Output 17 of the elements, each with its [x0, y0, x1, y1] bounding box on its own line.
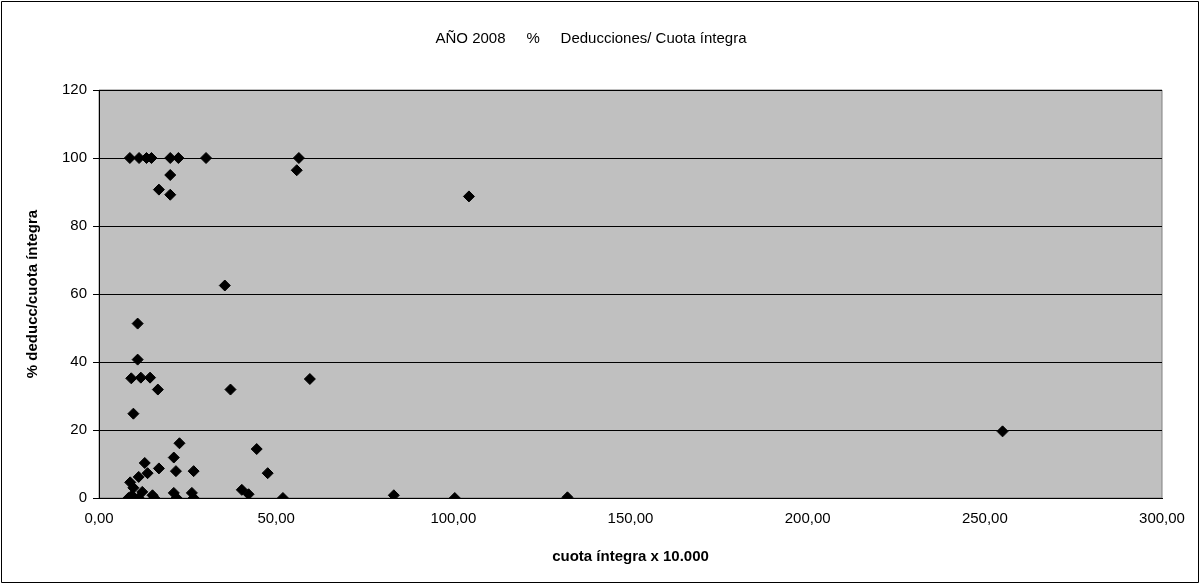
y-tick-label: 40 — [70, 352, 88, 370]
x-tick-label: 300,00 — [1139, 509, 1185, 527]
y-tick-label: 20 — [70, 420, 88, 438]
y-tick-label: 100 — [62, 148, 88, 166]
y-tick-label: 60 — [70, 284, 88, 302]
x-tick-label: 150,00 — [607, 509, 654, 527]
x-tick-label: 0,00 — [84, 509, 114, 527]
chart-title: AÑO 2008 % Deducciones/ Cuota íntegra — [435, 29, 748, 47]
y-axis-title: % deducc/cuota íntegra — [23, 209, 41, 379]
x-axis-title: cuota íntegra x 10.000 — [552, 547, 709, 565]
y-tick-label: 80 — [70, 216, 88, 234]
y-tick-label: 120 — [62, 80, 88, 98]
y-tick-label: 0 — [78, 488, 88, 506]
x-tick-label: 200,00 — [784, 509, 831, 527]
x-tick-label: 100,00 — [430, 509, 477, 527]
x-tick-label: 50,00 — [257, 509, 295, 527]
x-tick-label: 250,00 — [961, 509, 1008, 527]
